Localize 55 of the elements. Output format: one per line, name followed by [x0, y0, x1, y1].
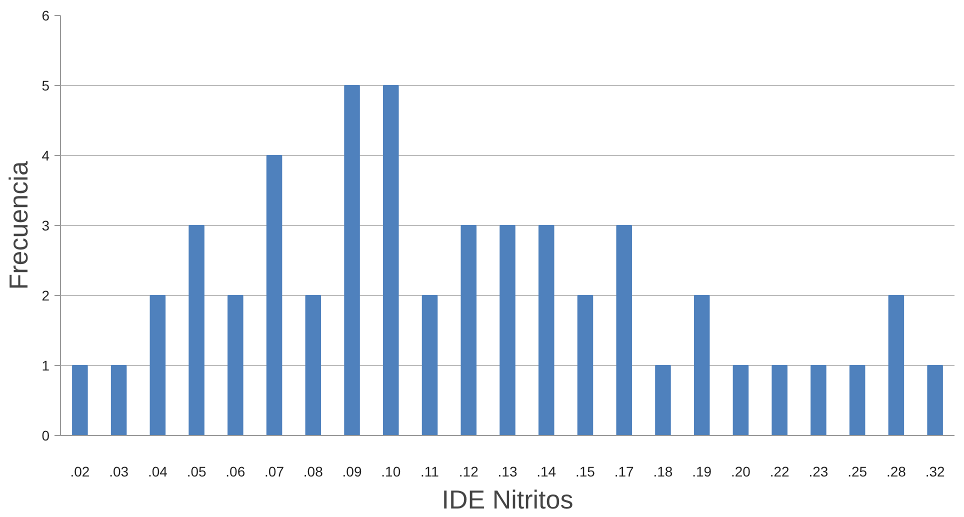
- bar: [383, 85, 399, 436]
- bar: [150, 295, 166, 436]
- bar: [305, 295, 322, 436]
- x-tick-label: .11: [420, 464, 440, 480]
- x-tick-label: .04: [148, 464, 168, 480]
- bar: [188, 225, 204, 436]
- bar: [266, 155, 282, 436]
- x-tick-label: .15: [576, 464, 596, 480]
- x-tick-label: .02: [70, 464, 90, 480]
- y-tick-label: 3: [42, 218, 50, 234]
- x-tick-label: .25: [848, 464, 868, 480]
- x-tick-label: .22: [770, 464, 790, 480]
- bar: [577, 295, 594, 436]
- x-tick-label: .23: [808, 464, 828, 480]
- x-tick-label: .07: [264, 464, 284, 480]
- x-tick-label: .32: [925, 464, 946, 480]
- bar: [500, 225, 516, 436]
- bar: [772, 365, 788, 436]
- bar: [694, 295, 710, 436]
- bar: [460, 225, 477, 436]
- x-tick-label: .17: [614, 464, 634, 480]
- bar: [422, 295, 438, 436]
- x-tick-label: .03: [109, 464, 129, 480]
- y-axis-title: Frecuencia: [4, 160, 34, 290]
- y-tick-label: 1: [42, 358, 50, 374]
- bar: [72, 365, 88, 436]
- bar: [344, 85, 360, 436]
- y-tick-label: 2: [42, 288, 50, 304]
- y-tick-label: 5: [42, 78, 50, 94]
- x-tick-label: .20: [730, 464, 751, 480]
- bar: [655, 365, 671, 436]
- x-tick-label: .14: [536, 464, 556, 480]
- bar: [538, 225, 554, 436]
- x-tick-label: .19: [692, 464, 712, 480]
- bar: [228, 295, 244, 436]
- bar: [110, 365, 127, 436]
- bar: [616, 225, 632, 436]
- y-tick-label: 6: [42, 8, 50, 24]
- x-axis-title: IDE Nitritos: [442, 484, 574, 514]
- x-tick-label: .06: [226, 464, 246, 480]
- y-tick-label: 0: [42, 428, 50, 444]
- bar: [927, 365, 943, 436]
- x-tick-label: .10: [381, 464, 401, 480]
- x-tick-label: .09: [342, 464, 362, 480]
- y-tick-label: 4: [42, 148, 50, 164]
- bar: [888, 295, 904, 436]
- x-tick-label: .08: [303, 464, 324, 480]
- x-tick-label: .05: [186, 464, 206, 480]
- x-tick-label: .18: [653, 464, 673, 480]
- bar: [849, 365, 866, 436]
- x-tick-label: .12: [458, 464, 479, 480]
- x-tick-label: .28: [886, 464, 906, 480]
- x-tick-label: .13: [498, 464, 518, 480]
- bar: [810, 365, 826, 436]
- bar: [732, 365, 749, 436]
